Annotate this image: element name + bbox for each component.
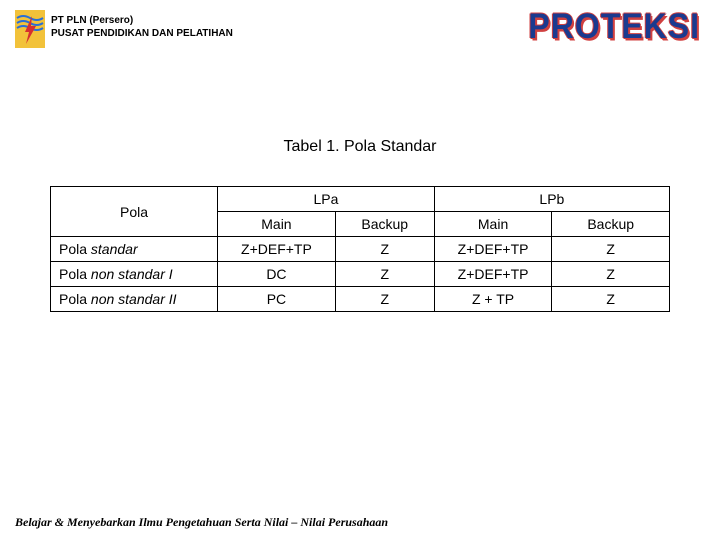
cell: Z xyxy=(335,287,434,312)
cell: Z xyxy=(335,237,434,262)
cell: PC xyxy=(218,287,336,312)
col-lpb-backup: Backup xyxy=(552,212,670,237)
org-text: PT PLN (Persero) PUSAT PENDIDIKAN DAN PE… xyxy=(51,10,233,40)
table-row: Pola non standar I DC Z Z+DEF+TP Z xyxy=(51,262,670,287)
cell: Z+DEF+TP xyxy=(434,237,552,262)
row-label: Pola non standar I xyxy=(51,262,218,287)
table-container: Pola LPa LPb Main Backup Main Backup Pol… xyxy=(0,186,720,312)
cell: Z + TP xyxy=(434,287,552,312)
cell: Z+DEF+TP xyxy=(218,237,336,262)
cell: Z xyxy=(552,287,670,312)
col-lpb-main: Main xyxy=(434,212,552,237)
org-line1: PT PLN (Persero) xyxy=(51,14,233,27)
col-lpa: LPa xyxy=(218,187,435,212)
brand-title: PROTEKSI xyxy=(528,6,700,47)
pola-table: Pola LPa LPb Main Backup Main Backup Pol… xyxy=(50,186,670,312)
table-header-row-1: Pola LPa LPb xyxy=(51,187,670,212)
cell: Z+DEF+TP xyxy=(434,262,552,287)
page-footer: Belajar & Menyebarkan Ilmu Pengetahuan S… xyxy=(15,515,388,530)
table-row: Pola standar Z+DEF+TP Z Z+DEF+TP Z xyxy=(51,237,670,262)
col-lpa-backup: Backup xyxy=(335,212,434,237)
cell: Z xyxy=(552,262,670,287)
pln-logo-icon xyxy=(15,10,45,48)
org-line2: PUSAT PENDIDIKAN DAN PELATIHAN xyxy=(51,27,233,40)
row-label: Pola non standar II xyxy=(51,287,218,312)
cell: Z xyxy=(552,237,670,262)
table-row: Pola non standar II PC Z Z + TP Z xyxy=(51,287,670,312)
row-label: Pola standar xyxy=(51,237,218,262)
col-lpa-main: Main xyxy=(218,212,336,237)
cell: Z xyxy=(335,262,434,287)
table-caption: Tabel 1. Pola Standar xyxy=(0,138,720,156)
cell: DC xyxy=(218,262,336,287)
col-pola: Pola xyxy=(51,187,218,237)
col-lpb: LPb xyxy=(434,187,669,212)
